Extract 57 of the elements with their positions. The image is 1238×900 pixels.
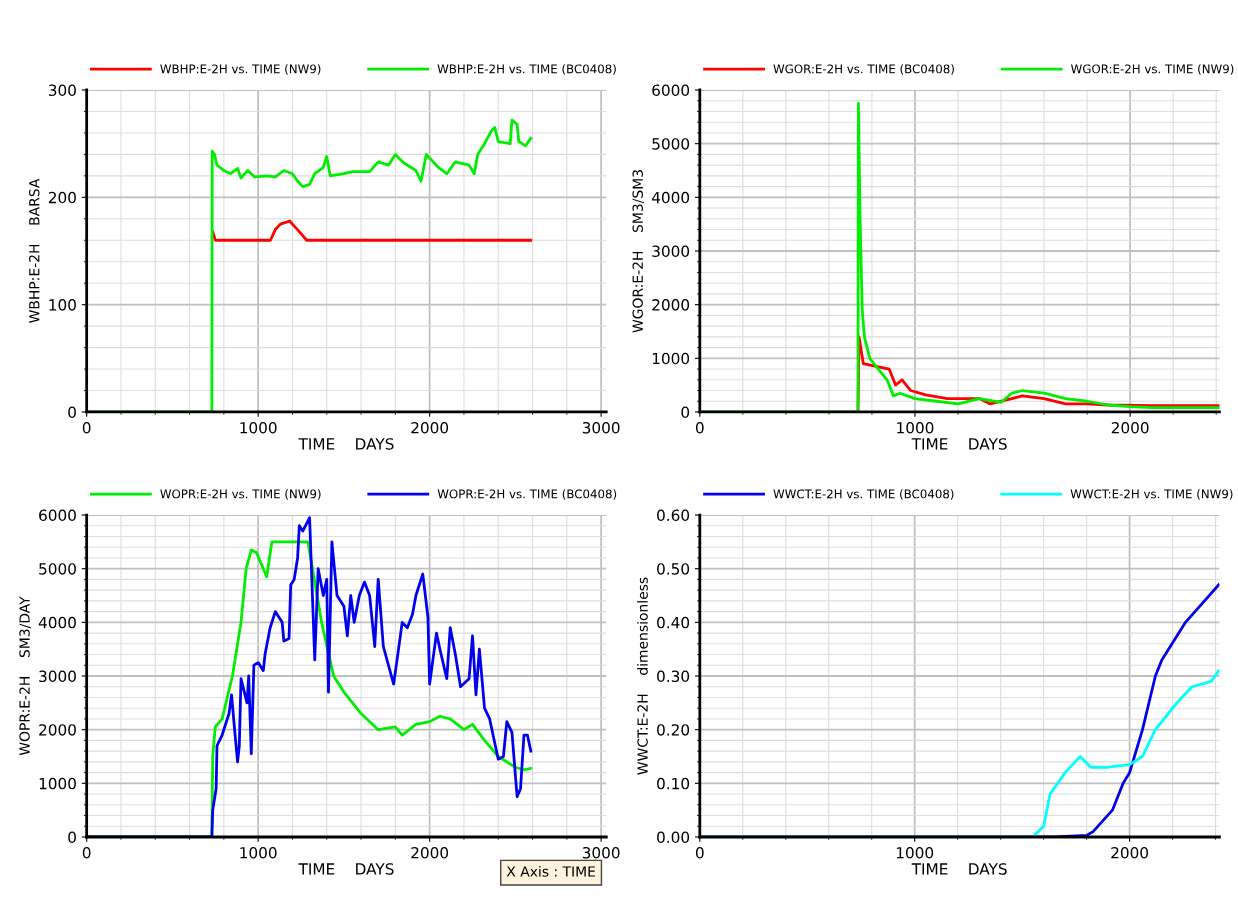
x-tick-label: 3000	[582, 846, 620, 859]
y-axis-title: WGOR:E-2H SM3/SM3	[632, 170, 645, 333]
y-tick-label: 2000	[39, 724, 76, 736]
x-tick-label: 2000	[411, 846, 449, 859]
x-axis-title: TIME DAYS	[911, 863, 1007, 875]
legend-label: WGOR:E-2H vs. TIME (NW9)	[1071, 64, 1234, 75]
y-tick-label: 4000	[651, 191, 690, 204]
y-tick-label: 3000	[652, 245, 690, 258]
y-tick-label: 4000	[38, 616, 76, 629]
x-axis-title: TIME DAYS	[298, 863, 394, 875]
y-tick-label: 100	[49, 299, 76, 311]
y-tick-label: 0.30	[657, 670, 690, 683]
y-tick-label: 0	[68, 406, 76, 418]
y-tick-label: 0.60	[657, 509, 690, 522]
x-axis-title: TIME DAYS	[298, 438, 394, 450]
legend-label: WGOR:E-2H vs. TIME (BC0408)	[773, 64, 954, 75]
x-tick-label: 1000	[240, 421, 277, 434]
y-tick-label: 1000	[652, 352, 690, 365]
y-tick-label: 0.00	[657, 831, 690, 844]
y-tick-label: 200	[48, 191, 76, 204]
x-tick-label: 0	[82, 846, 91, 859]
y-tick-label: 5000	[39, 563, 76, 575]
y-tick-label: 0.20	[657, 724, 690, 736]
legend-label: WOPR:E-2H vs. TIME (BC0408)	[437, 489, 617, 500]
x-tick-label: 0	[695, 846, 704, 859]
y-axis-title: WWCT:E-2H dimensionless	[637, 577, 648, 775]
x-tick-label: 3000	[582, 421, 620, 434]
x-tick-label: 1000	[896, 846, 934, 859]
y-tick-label: 1000	[39, 777, 76, 790]
y-tick-label: 6000	[39, 509, 76, 522]
y-tick-label: 5000	[652, 138, 690, 150]
y-axis-title: WBHP:E-2H BARSA	[29, 178, 40, 323]
y-tick-label: 6000	[652, 84, 690, 97]
x-tick-label: 1000	[897, 421, 934, 434]
legend-label: WWCT:E-2H vs. TIME (NW9)	[1070, 489, 1233, 500]
y-tick-label: 0.10	[657, 777, 690, 790]
y-tick-label: 0	[68, 831, 76, 844]
y-tick-label: 0	[681, 406, 690, 418]
x-tick-label: 1000	[240, 846, 277, 859]
legend-label: WBHP:E-2H vs. TIME (BC0408)	[437, 64, 616, 75]
y-tick-label: 0.40	[657, 616, 690, 629]
line-series	[211, 219, 533, 242]
y-tick-label: 300	[48, 84, 76, 97]
x-tick-label: 0	[695, 421, 704, 434]
y-tick-label: 3000	[39, 670, 76, 683]
legend-label: WBHP:E-2H vs. TIME (NW9)	[160, 64, 321, 75]
text: X Axis : TIME	[506, 865, 595, 877]
y-tick-label: 2000	[652, 299, 690, 311]
x-tick-label: 2000	[1111, 846, 1149, 859]
legend-label: WWCT:E-2H vs. TIME (BC0408)	[773, 489, 954, 500]
legend-label: WOPR:E-2H vs. TIME (NW9)	[160, 489, 321, 500]
x-tick-label: 2000	[411, 421, 449, 434]
x-axis-title: TIME DAYS	[911, 438, 1007, 450]
x-tick-label: 2000	[1111, 421, 1149, 434]
y-axis-title: WOPR:E-2H SM3/DAY	[19, 596, 31, 756]
x-tick-label: 0	[82, 421, 91, 434]
y-tick-label: 0.50	[657, 563, 690, 575]
